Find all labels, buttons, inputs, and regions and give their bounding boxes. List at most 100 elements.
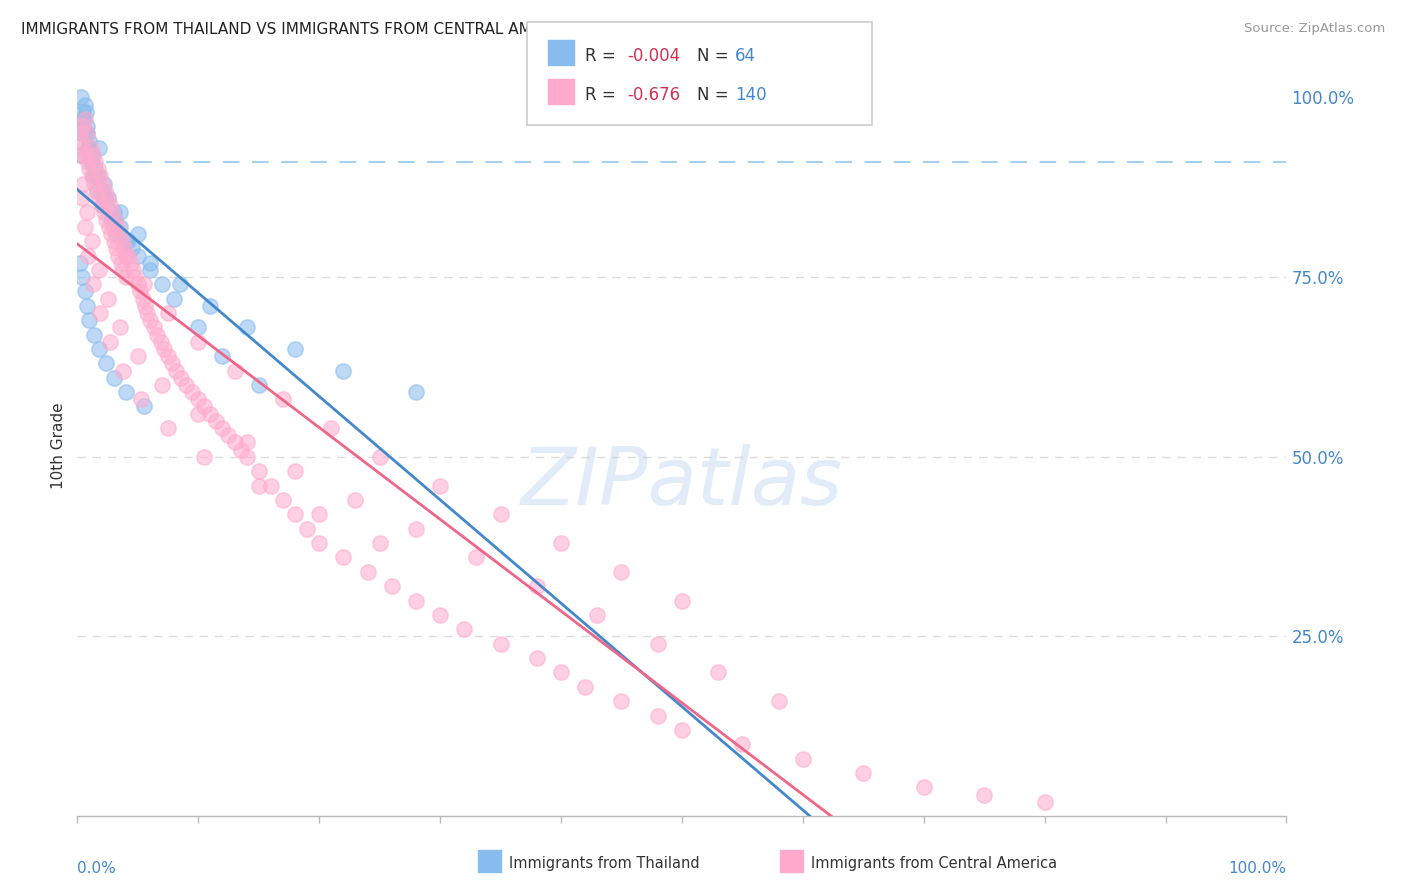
Text: -0.676: -0.676 [627,87,681,104]
Y-axis label: 10th Grade: 10th Grade [51,402,66,490]
Point [132,277,155,292]
Point [75,148,97,162]
Point [139,313,162,327]
Point [105,219,128,234]
Point [87,342,110,356]
Point [100,212,122,227]
Point [105,241,128,255]
Point [193,450,215,464]
Point [150,277,173,292]
Point [84,155,107,169]
Point [150,378,173,392]
Point [90,198,112,212]
Text: Source: ZipAtlas.com: Source: ZipAtlas.com [1244,22,1385,36]
Text: R =: R = [585,87,621,104]
Point [97,219,120,234]
Point [405,522,427,536]
Point [70,191,93,205]
Point [72,141,94,155]
Point [429,607,451,622]
Point [235,320,257,334]
Point [82,148,104,162]
Point [70,270,93,285]
Point [321,421,343,435]
Point [80,148,103,162]
Point [103,234,125,248]
Point [489,637,512,651]
Point [852,766,875,780]
Point [574,680,596,694]
Point [284,464,307,478]
Text: 140: 140 [735,87,766,104]
Point [157,306,180,320]
Point [112,263,135,277]
Point [90,198,112,212]
Point [174,378,197,392]
Point [146,327,169,342]
Point [224,435,246,450]
Point [260,478,283,492]
Point [73,112,96,126]
Point [75,104,97,119]
Point [308,508,330,522]
Point [76,119,98,133]
Point [83,177,105,191]
Point [93,177,115,191]
Point [707,665,730,680]
Point [82,277,104,292]
Point [87,263,110,277]
Point [368,536,391,550]
Point [112,363,135,377]
Point [120,256,142,270]
Point [229,442,252,457]
Point [84,162,107,177]
Point [647,637,669,651]
Point [124,270,146,285]
Point [87,162,110,177]
Point [87,169,110,184]
Point [139,263,162,277]
Point [356,565,378,579]
Point [91,184,114,198]
Point [80,155,103,169]
Point [89,306,111,320]
Point [465,550,488,565]
Point [187,320,209,334]
Point [131,292,153,306]
Point [973,788,995,802]
Point [105,227,128,241]
Point [187,392,209,407]
Point [127,227,149,241]
Point [153,342,176,356]
Point [87,141,110,155]
Point [131,392,153,407]
Point [671,723,693,737]
Point [163,292,186,306]
Point [332,550,354,565]
Point [108,227,131,241]
Text: 64: 64 [735,47,756,65]
Point [114,385,136,400]
Point [87,191,110,205]
Point [193,400,215,414]
Point [610,694,633,708]
Point [103,370,125,384]
Point [149,334,172,349]
Point [72,112,94,126]
Point [181,385,204,400]
Text: ZIPatlas: ZIPatlas [520,444,844,522]
Point [271,392,294,407]
Point [489,508,512,522]
Point [101,205,124,219]
Point [84,169,107,184]
Point [308,536,330,550]
Point [136,306,159,320]
Point [70,148,93,162]
Point [77,155,100,169]
Point [104,212,127,227]
Point [550,536,572,550]
Point [526,651,548,665]
Point [132,400,155,414]
Point [405,593,427,607]
Point [96,191,118,205]
